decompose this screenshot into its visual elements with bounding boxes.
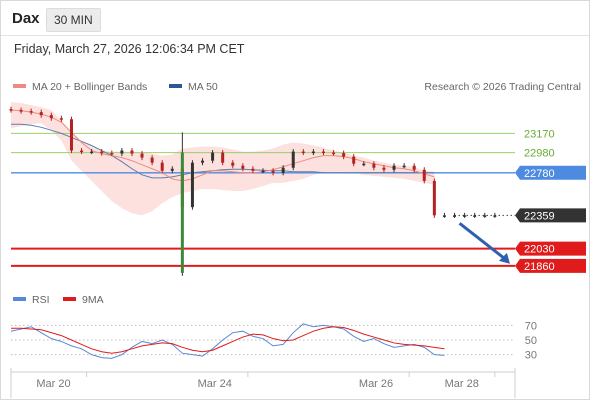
candle-body: [231, 162, 235, 166]
candle-body: [432, 180, 436, 216]
candle-body: [59, 118, 63, 120]
candle-body: [90, 151, 94, 154]
rsi-9ma-line: [11, 326, 445, 354]
price-tag-22359: [515, 208, 586, 223]
rsi-line: [10, 323, 445, 359]
datetime-label: Friday, March 27, 2026 12:06:34 PM CET: [14, 42, 245, 56]
candle-body: [493, 215, 497, 217]
rsi-tick-50: 50: [525, 335, 537, 347]
price-labels-layer: 23170 22980 22780 22359 22030 21860: [515, 128, 586, 273]
candle-body: [271, 170, 275, 173]
candle-body: [453, 215, 457, 217]
time-axis: Mar 20 Mar 24 Mar 26 Mar 28: [10, 368, 516, 398]
candle-body: [120, 150, 124, 154]
candle-body: [422, 169, 426, 181]
forecast-arrow-shaft: [458, 222, 506, 261]
main-legend: MA 20 + Bollinger Bands MA 50 Research © 2…: [13, 81, 581, 93]
rsi-tick-70: 70: [525, 320, 537, 332]
candle-body: [49, 115, 53, 119]
candle-body: [19, 110, 23, 112]
forecast-arrow-head: [498, 252, 510, 264]
candle-body: [80, 150, 84, 153]
rsi-legend-swatch: [63, 297, 76, 301]
candle-body: [463, 215, 467, 217]
candle-body: [352, 156, 356, 164]
candle-body: [442, 215, 446, 217]
candle-body: [372, 163, 376, 168]
legend-swatch: [13, 84, 26, 88]
legend-label-1: MA 50: [188, 81, 218, 93]
candle-body: [321, 151, 325, 154]
rsi-tick-30: 30: [525, 350, 537, 362]
candle-body: [332, 152, 336, 155]
candle-body: [241, 165, 245, 169]
candle-body: [412, 165, 416, 170]
candle-body: [29, 111, 33, 113]
rsi-legend: RSI 9MA: [13, 294, 104, 306]
candle-body: [39, 112, 43, 116]
candle-body: [180, 152, 184, 273]
candle-body: [130, 150, 134, 154]
candle-body: [201, 160, 205, 163]
header-bar: Dax 30 MIN: [1, 1, 589, 36]
symbol-title: Dax: [12, 10, 40, 27]
price-label-21860: 21860: [524, 261, 555, 273]
price-label-23170: 23170: [524, 128, 555, 140]
candle-body: [170, 168, 174, 171]
candle-body: [9, 109, 13, 111]
candle-body: [211, 152, 215, 161]
candle-body: [69, 119, 73, 151]
candlesticks-layer: [9, 106, 510, 276]
candle-body: [362, 163, 366, 166]
price-tag-21860: [515, 258, 586, 273]
candle-body: [342, 153, 346, 157]
candle-body: [483, 215, 487, 217]
candle-body: [311, 151, 315, 154]
candle-body: [291, 151, 295, 168]
candle-body: [301, 151, 305, 154]
candle-body: [221, 152, 225, 163]
candle-body: [110, 153, 114, 155]
candle-body: [392, 165, 396, 170]
price-label-22030: 22030: [524, 244, 555, 256]
rsi-legend-label-0: RSI: [32, 294, 50, 306]
timeframe-button[interactable]: 30 MIN: [46, 8, 101, 32]
price-label-22980: 22980: [524, 148, 555, 160]
candle-body: [150, 157, 154, 163]
rsi-legend-label-1: 9MA: [82, 294, 104, 306]
price-tag-22030: [515, 241, 586, 256]
price-label-22359: 22359: [524, 210, 555, 222]
attribution: Research © 2026 Trading Central: [424, 81, 581, 93]
candle-body: [140, 153, 144, 158]
candle-body: [281, 167, 285, 173]
candle-body: [382, 167, 386, 170]
candle-body: [190, 162, 194, 208]
candle-body: [100, 151, 104, 154]
legend-label-0: MA 20 + Bollinger Bands: [32, 81, 147, 93]
candle-body: [160, 162, 164, 171]
legend-swatch: [169, 84, 182, 88]
price-label-22780: 22780: [524, 168, 555, 180]
time-label-mar-26: Mar 26: [359, 378, 393, 390]
time-label-mar-20: Mar 20: [36, 378, 70, 390]
rsi-legend-swatch: [13, 297, 26, 301]
rsi-panel: 70 50 30: [10, 320, 537, 362]
candle-body: [402, 165, 406, 168]
time-label-mar-24: Mar 24: [198, 378, 232, 390]
candle-body: [251, 168, 255, 171]
candle-body: [473, 215, 477, 217]
price-tag-22780: [515, 165, 586, 180]
candle-body: [261, 170, 265, 173]
ma50-line: [11, 123, 435, 179]
time-label-mar-28: Mar 28: [445, 378, 479, 390]
